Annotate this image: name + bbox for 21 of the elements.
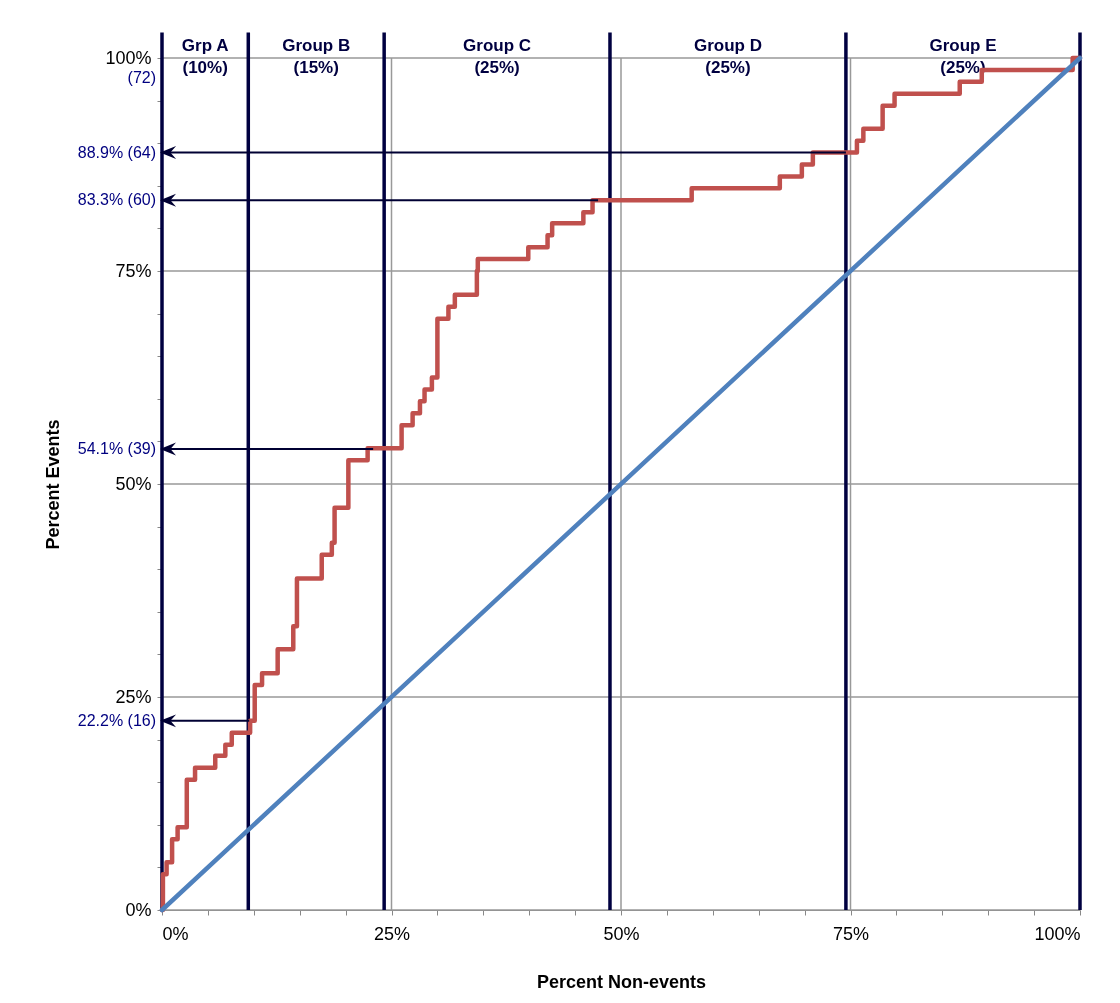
y-tick-label: 50% [115, 473, 152, 494]
x-tick-label: 50% [603, 923, 640, 944]
ref-line-label: Group D (25%) [693, 36, 762, 77]
y-tick-label: 25% [115, 686, 152, 707]
y-tick-label: 0% [125, 899, 152, 920]
ref-line-label: Group C (25%) [463, 36, 532, 77]
ref-line-label: Group B (15%) [282, 36, 351, 77]
x-axis-title: Percent Non-events [536, 971, 707, 992]
x-tick-label: 75% [832, 923, 870, 944]
x-tick-label: 100% [1034, 923, 1081, 944]
annotation: 54.1% (39) [77, 440, 156, 458]
annotation: 22.2% (16) [77, 711, 156, 729]
y-tick-label: 75% [115, 260, 152, 281]
x-tick-label: 0% [162, 923, 189, 944]
annotation: 83.3% (60) [77, 191, 156, 209]
y-tick-label: 100% [105, 47, 152, 68]
annotation: 88.9% (64) [77, 143, 156, 161]
text: (72) [127, 69, 156, 86]
x-tick-label: 25% [373, 923, 411, 944]
y-axis-title: Percent Events [42, 419, 63, 550]
ref-line-label: Grp A (10%) [181, 36, 229, 77]
